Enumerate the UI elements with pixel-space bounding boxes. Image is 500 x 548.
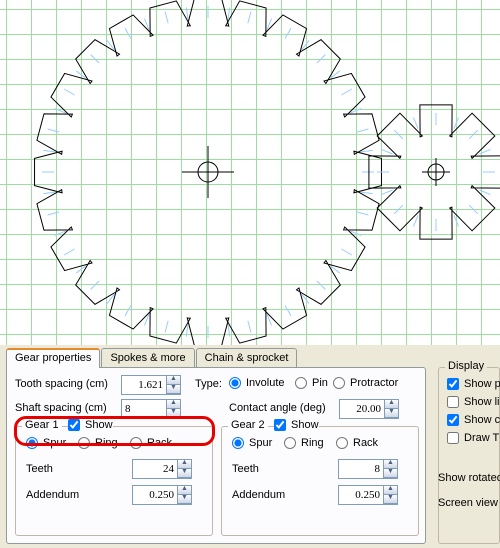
contact-angle-field[interactable] bbox=[340, 400, 384, 418]
gear2-rack[interactable]: Rack bbox=[336, 437, 378, 449]
tab-spokes[interactable]: Spokes & more bbox=[101, 348, 194, 368]
shaft-spacing-field[interactable] bbox=[122, 400, 166, 418]
gear1-add-label: Addendum bbox=[26, 489, 79, 501]
shaft-spacing-label: Shaft spacing (cm) bbox=[15, 402, 107, 414]
gear1-show[interactable]: Show bbox=[68, 419, 113, 431]
gear1-rack[interactable]: Rack bbox=[130, 437, 172, 449]
type-label: Type: bbox=[195, 378, 222, 390]
tooth-spacing-input[interactable]: ▲▼ bbox=[121, 375, 181, 395]
gear2-add-input[interactable]: ▲▼ bbox=[338, 485, 398, 505]
contact-angle-label: Contact angle (deg) bbox=[229, 402, 326, 414]
type-involute[interactable]: Involute bbox=[229, 377, 285, 389]
gear2-add-field[interactable] bbox=[339, 486, 383, 504]
screen-width-label: Screen view width bbox=[438, 497, 500, 509]
gear1-add-field[interactable] bbox=[133, 486, 177, 504]
tooth-spacing-field[interactable] bbox=[122, 376, 166, 394]
type-pin[interactable]: Pin bbox=[295, 377, 328, 389]
spinner-buttons[interactable]: ▲▼ bbox=[383, 460, 397, 478]
shaft-spacing-input[interactable]: ▲▼ bbox=[121, 399, 181, 419]
draw-thicker[interactable]: Draw Thicker bbox=[447, 432, 500, 444]
gear2-add-label: Addendum bbox=[232, 489, 285, 501]
gear1-teeth-label: Teeth bbox=[26, 463, 53, 475]
show-center[interactable]: Show center bbox=[447, 414, 500, 426]
display-title: Display bbox=[445, 360, 487, 372]
gear2-title: Gear 2 bbox=[228, 419, 268, 431]
spinner-buttons[interactable]: ▲▼ bbox=[177, 460, 191, 478]
show-line[interactable]: Show line of c bbox=[447, 396, 500, 408]
spinner-buttons[interactable]: ▲▼ bbox=[166, 400, 180, 418]
tooth-spacing-label: Tooth spacing (cm) bbox=[15, 378, 108, 390]
gear2-spur[interactable]: Spur bbox=[232, 437, 272, 449]
gear1-title: Gear 1 bbox=[22, 419, 62, 431]
gear1-spur[interactable]: Spur bbox=[26, 437, 66, 449]
gear2-show[interactable]: Show bbox=[274, 419, 319, 431]
gear1-teeth-field[interactable] bbox=[133, 460, 177, 478]
tab-chain[interactable]: Chain & sprocket bbox=[196, 348, 298, 368]
display-group: Display Show pitch d Show line of c Show… bbox=[438, 367, 500, 544]
spinner-buttons[interactable]: ▲▼ bbox=[384, 400, 398, 418]
drawing-canvas bbox=[0, 0, 500, 345]
gear2-teeth-label: Teeth bbox=[232, 463, 259, 475]
gear2-teeth-field[interactable] bbox=[339, 460, 383, 478]
properties-panel: Gear properties Spokes & more Chain & sp… bbox=[0, 345, 500, 548]
tab-strip: Gear properties Spokes & more Chain & sp… bbox=[6, 348, 298, 368]
gear1-add-input[interactable]: ▲▼ bbox=[132, 485, 192, 505]
show-pitch[interactable]: Show pitch d bbox=[447, 378, 500, 390]
tab-body: Tooth spacing (cm) ▲▼ Type: Involute Pin… bbox=[6, 367, 426, 544]
tab-gear-properties[interactable]: Gear properties bbox=[6, 348, 100, 368]
type-protractor[interactable]: Protractor bbox=[333, 377, 398, 389]
gear2-group: Gear 2 Show Spur Ring Rack Teeth ▲▼ Adde… bbox=[221, 426, 419, 536]
gear1-teeth-input[interactable]: ▲▼ bbox=[132, 459, 192, 479]
gear2-ring[interactable]: Ring bbox=[284, 437, 324, 449]
spinner-buttons[interactable]: ▲▼ bbox=[177, 486, 191, 504]
show-rotated-label: Show rotated (% o bbox=[438, 472, 500, 484]
gear1-group: Gear 1 Show Spur Ring Rack Teeth ▲▼ Adde… bbox=[15, 426, 213, 536]
spinner-buttons[interactable]: ▲▼ bbox=[166, 376, 180, 394]
spinner-buttons[interactable]: ▲▼ bbox=[383, 486, 397, 504]
gear1-ring[interactable]: Ring bbox=[78, 437, 118, 449]
contact-angle-input[interactable]: ▲▼ bbox=[339, 399, 399, 419]
gear-drawing bbox=[0, 0, 500, 345]
gear2-teeth-input[interactable]: ▲▼ bbox=[338, 459, 398, 479]
